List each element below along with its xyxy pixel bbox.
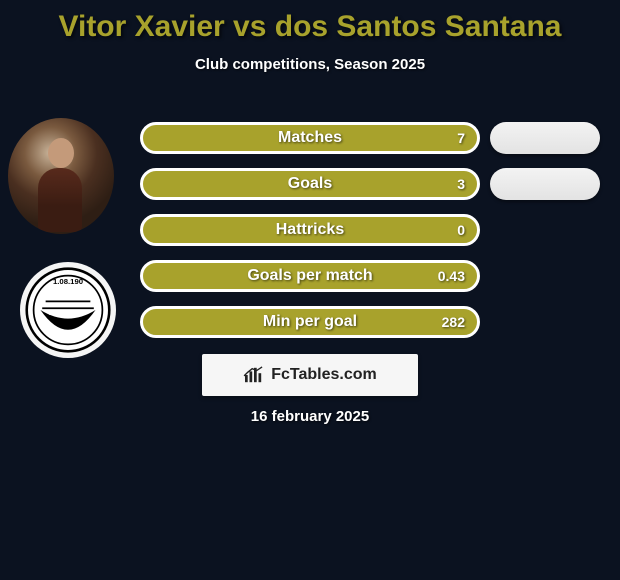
stat-bar: Hattricks 0 — [140, 214, 480, 246]
stat-bar: Goals 3 — [140, 168, 480, 200]
stat-value-left: 282 — [442, 314, 465, 330]
stat-bar: Matches 7 — [140, 122, 480, 154]
page-title: Vitor Xavier vs dos Santos Santana — [0, 0, 620, 44]
stat-value-left: 3 — [457, 176, 465, 192]
stat-label: Min per goal — [263, 313, 357, 331]
stat-value-left: 0.43 — [438, 268, 465, 284]
stat-value-left: 7 — [457, 130, 465, 146]
stat-label: Goals — [288, 175, 332, 193]
brand-badge: FcTables.com — [202, 354, 418, 396]
right-pill — [490, 122, 600, 154]
stat-label: Hattricks — [276, 221, 344, 239]
svg-text:AAPP: AAPP — [49, 303, 87, 318]
stat-label: Matches — [278, 129, 342, 147]
stats-bars: Matches 7 Goals 3 Hattricks 0 Goals per match 0… — [140, 122, 480, 352]
avatars-column: 1.08.190 AAPP — [8, 118, 128, 358]
subtitle: Club competitions, Season 2025 — [0, 56, 620, 73]
stat-label: Goals per match — [247, 267, 372, 285]
stat-bar: Min per goal 282 — [140, 306, 480, 338]
stat-value-left: 0 — [457, 222, 465, 238]
club-badge: 1.08.190 AAPP — [20, 262, 116, 358]
player-photo — [8, 118, 114, 234]
right-pill — [490, 168, 600, 200]
brand-text: FcTables.com — [271, 366, 377, 384]
svg-text:1.08.190: 1.08.190 — [53, 277, 83, 286]
stat-bar: Goals per match 0.43 — [140, 260, 480, 292]
right-pills-column — [490, 122, 600, 352]
bar-chart-icon — [243, 366, 265, 384]
footer-date: 16 february 2025 — [0, 408, 620, 425]
